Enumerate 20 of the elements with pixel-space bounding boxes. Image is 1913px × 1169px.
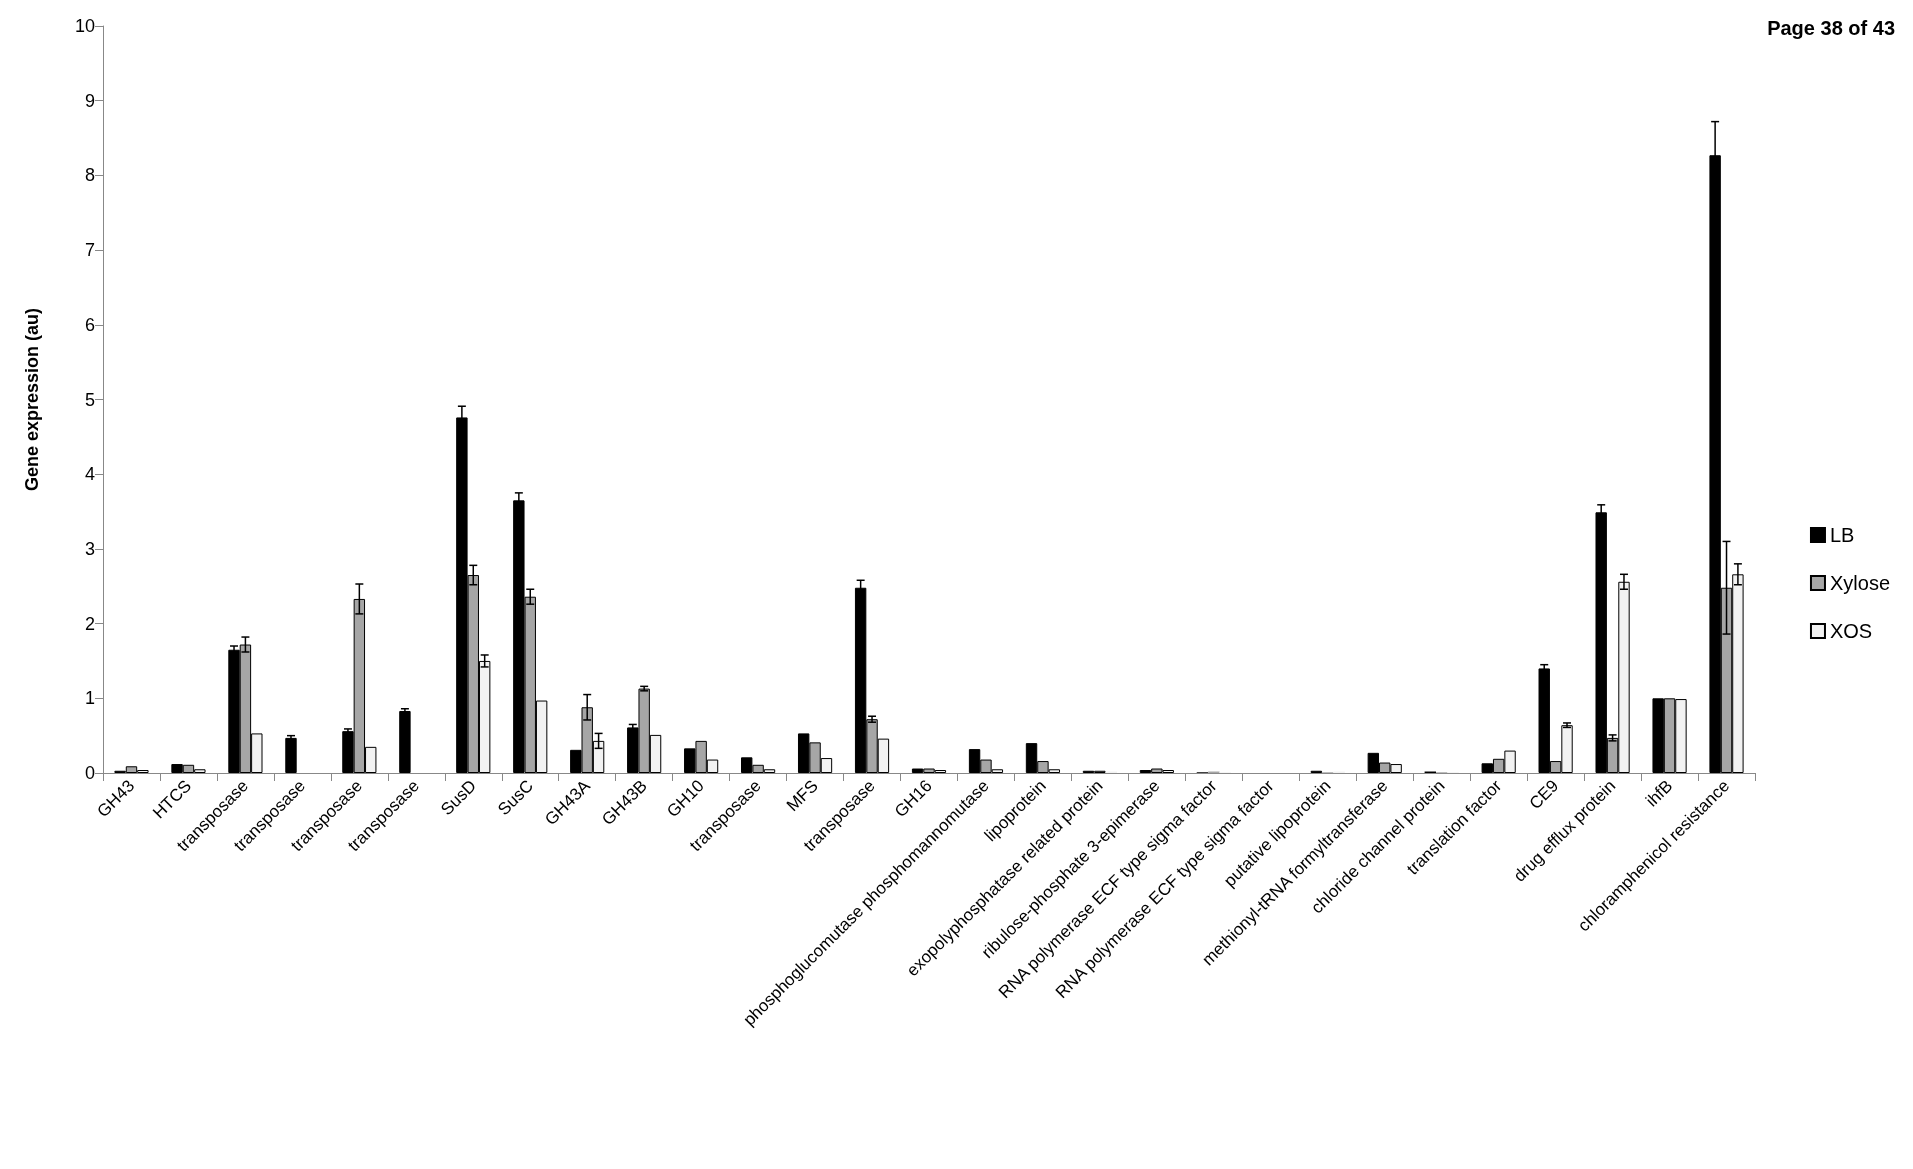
y-tick-label: 2 (84, 613, 95, 634)
legend-label: LB (1829, 524, 1855, 546)
y-tick-label: 9 (84, 90, 95, 111)
x-tick-label: CE9 (1525, 776, 1563, 814)
y-tick-label: 7 (84, 240, 95, 261)
x-tick-label: ihfB (1642, 776, 1677, 811)
y-axis-title: Gene expression (au) (22, 307, 42, 492)
y-tick-label: 4 (84, 464, 95, 485)
y-tick-label: 3 (84, 538, 95, 559)
y-tick-label: 0 (84, 763, 95, 783)
text: Page 38 of 43 (1767, 17, 1895, 39)
legend-label: XOS (1829, 620, 1873, 642)
y-tick-label: 5 (84, 389, 95, 410)
legend-label: Xylose (1829, 572, 1890, 594)
y-tick-label: 6 (84, 314, 95, 335)
bar (285, 737, 297, 773)
y-tick-label: 1 (84, 688, 95, 709)
y-tick-label: 8 (84, 165, 95, 186)
y-tick-label: 10 (74, 16, 95, 36)
bar (399, 711, 411, 773)
